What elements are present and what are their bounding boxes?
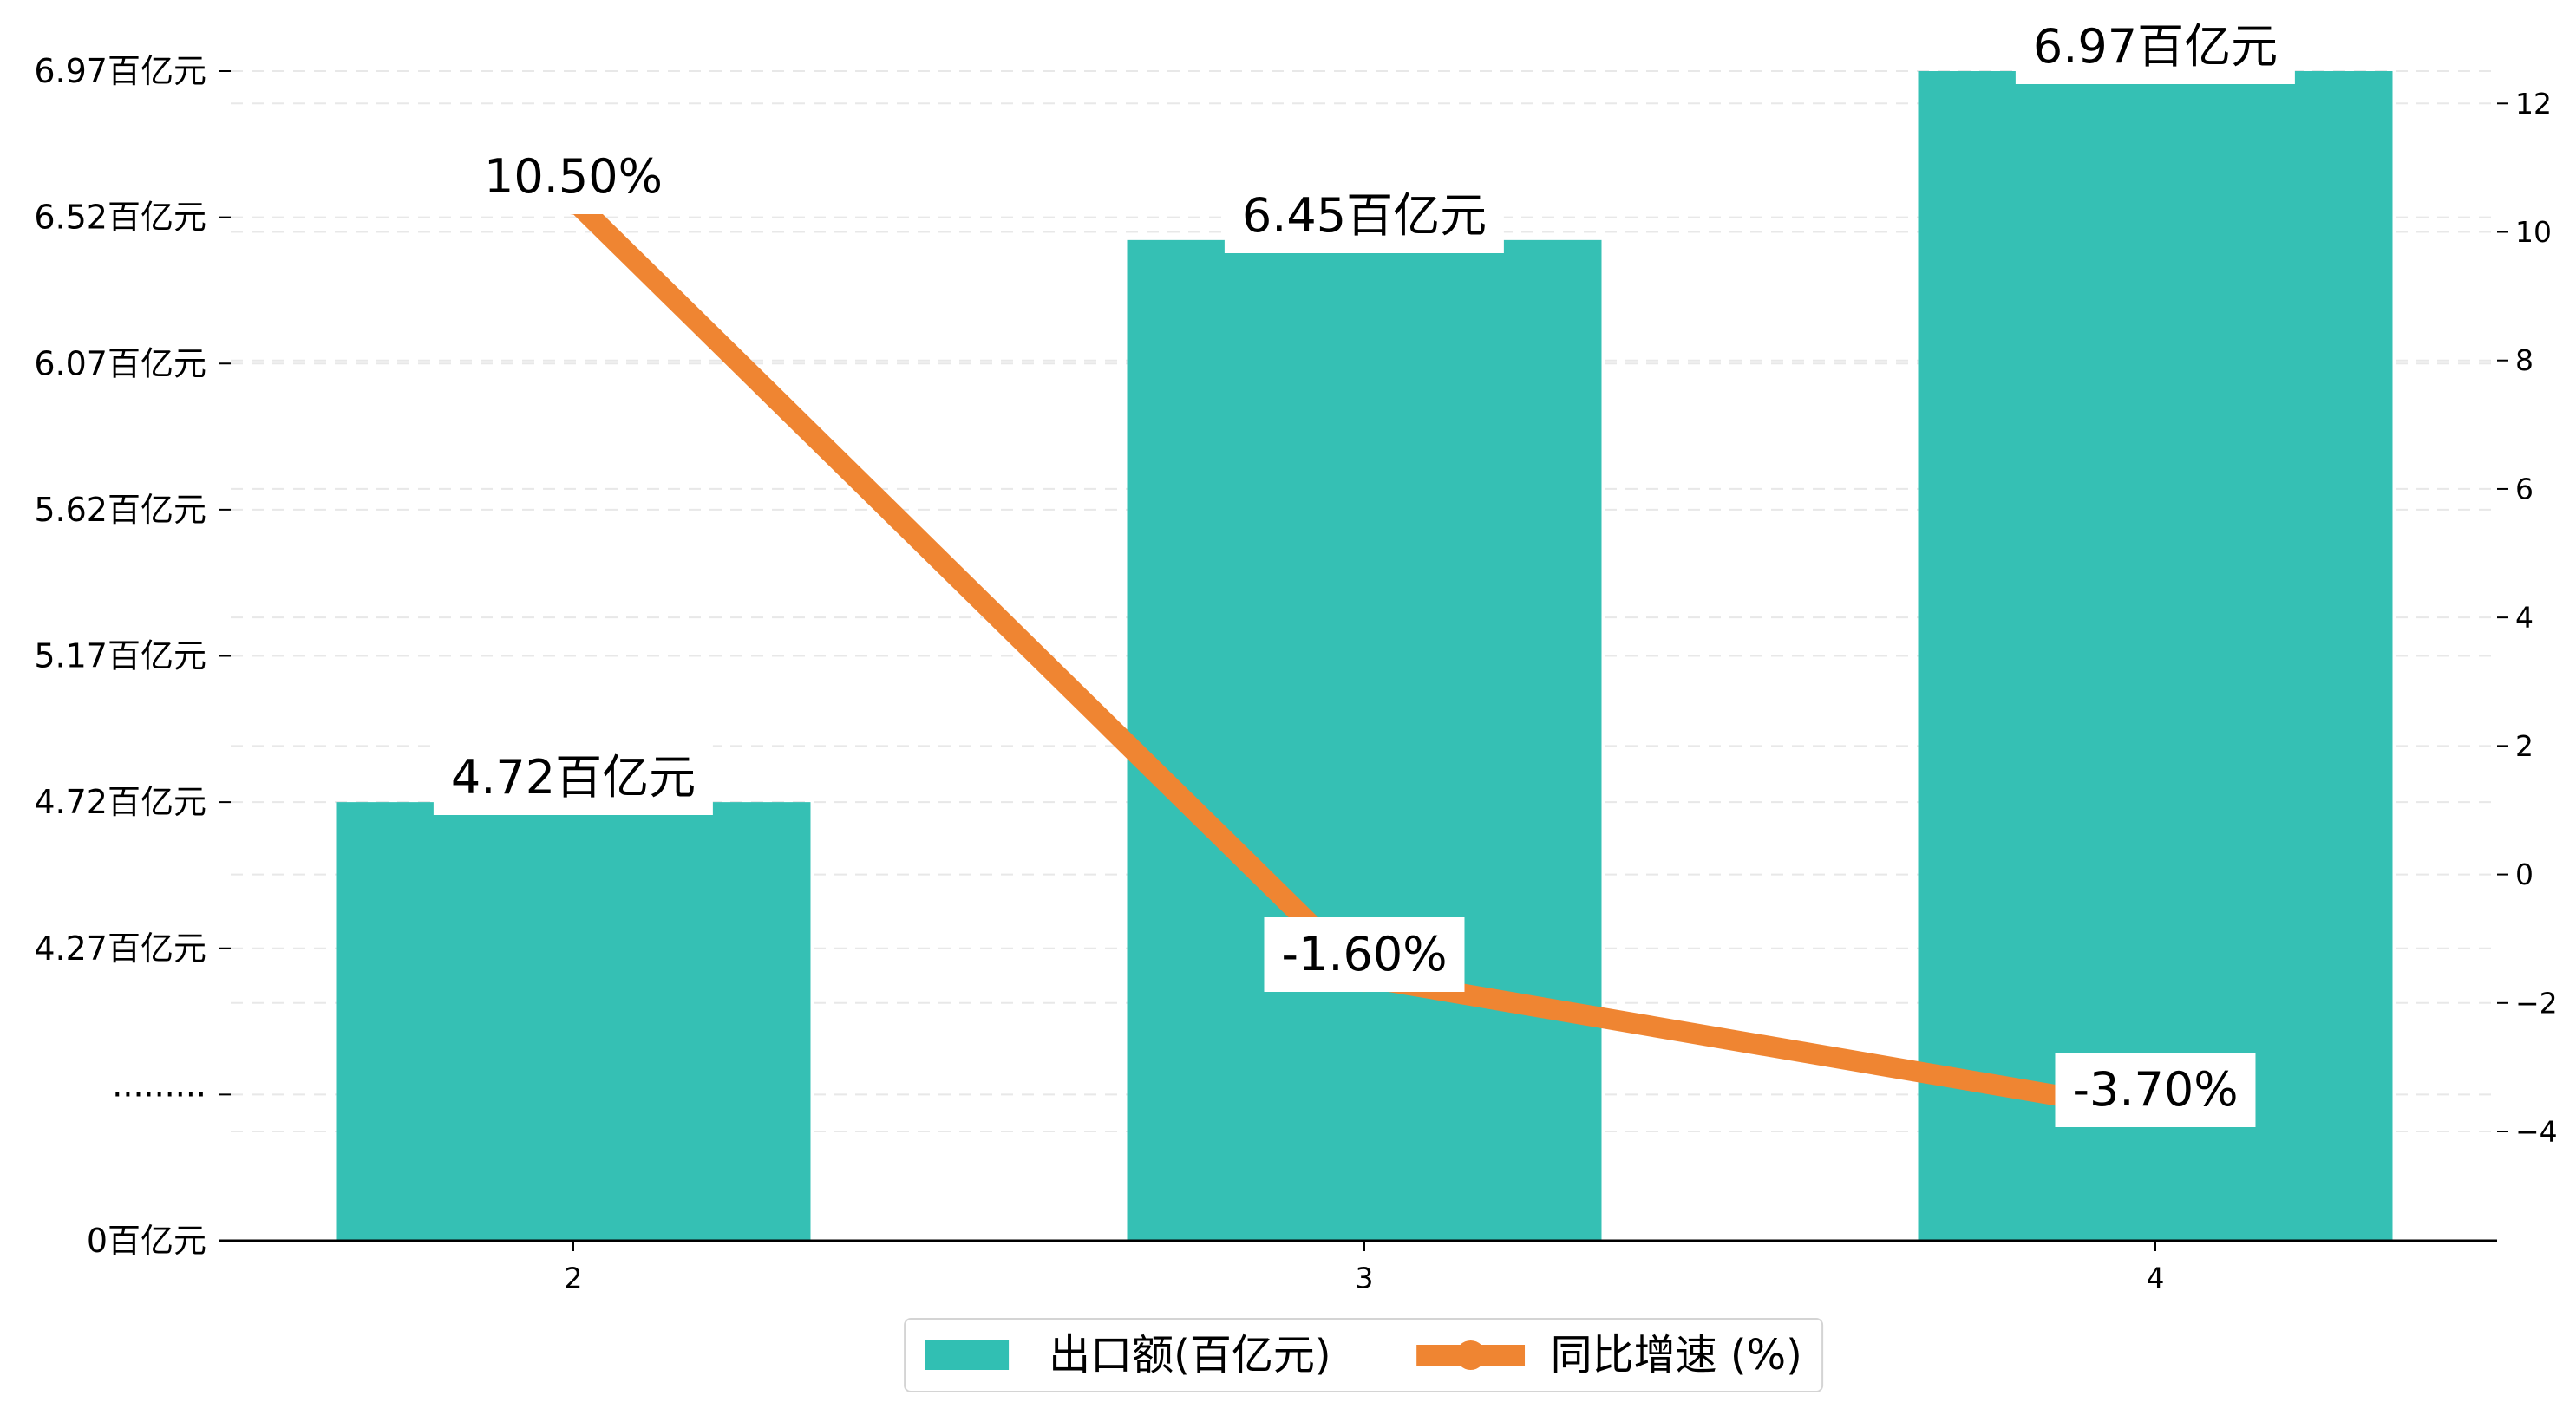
bar-value-label: 6.45百亿元	[1224, 178, 1505, 253]
growth-value-label: -1.60%	[1264, 917, 1465, 993]
x-tick-label: 3	[1356, 1262, 1374, 1295]
y-right-tick-label: 2	[2515, 729, 2534, 763]
export-bars	[336, 71, 2393, 1241]
y-left-tick-label: 6.97百亿元	[34, 52, 206, 90]
y-right-tick-label: −4	[2515, 1115, 2558, 1149]
bar-value-label: 6.97百亿元	[2015, 10, 2296, 84]
growth-value-label: -3.70%	[2055, 1052, 2256, 1127]
y-right-tick-label: 0	[2515, 857, 2534, 891]
y-left-tick-label: 5.62百亿元	[34, 491, 206, 529]
legend-label-growth: 同比增速 (%)	[1550, 1331, 1802, 1379]
y-right-tick-label: 12	[2515, 87, 2552, 121]
y-right-tick-label: −2	[2515, 986, 2558, 1020]
y-right-tick-label: 8	[2515, 343, 2534, 377]
bar	[1918, 71, 2393, 1241]
legend: 出口额(百亿元) 同比增速 (%)	[904, 1318, 1823, 1392]
legend-swatch-export	[925, 1340, 1010, 1370]
y-left-tick-label: 4.27百亿元	[34, 929, 206, 968]
axes: 2 3 4 0百亿元 ········· 4.27百亿元 4.72百亿元 5.17百亿元 5.6…	[34, 52, 2557, 1295]
legend-label-export: 出口额(百亿元)	[1049, 1331, 1331, 1379]
bar-value-label: 4.72百亿元	[433, 740, 714, 816]
y-left-tick-label: 5.17百亿元	[34, 637, 206, 675]
y-left-tick-label: 6.07百亿元	[34, 344, 206, 382]
legend-swatch-growth-marker	[1456, 1340, 1487, 1370]
y-right-tick-label: 6	[2515, 472, 2534, 505]
x-tick-label: 4	[2147, 1262, 2165, 1295]
bar	[1127, 239, 1602, 1241]
y-left-tick-label: 0百亿元	[87, 1222, 206, 1260]
y-right-tick-label: 4	[2515, 601, 2534, 635]
y-right-tick-label: 10	[2515, 215, 2552, 249]
x-tick-label: 2	[565, 1262, 583, 1295]
y-left-tick-label: ·········	[112, 1075, 206, 1113]
bar	[336, 802, 811, 1241]
y-left-tick-label: 6.52百亿元	[34, 199, 206, 237]
growth-value-label: 10.50%	[467, 140, 680, 215]
legend-swatch-growth	[1416, 1340, 1526, 1370]
y-left-tick-label: 4.72百亿元	[34, 783, 206, 821]
